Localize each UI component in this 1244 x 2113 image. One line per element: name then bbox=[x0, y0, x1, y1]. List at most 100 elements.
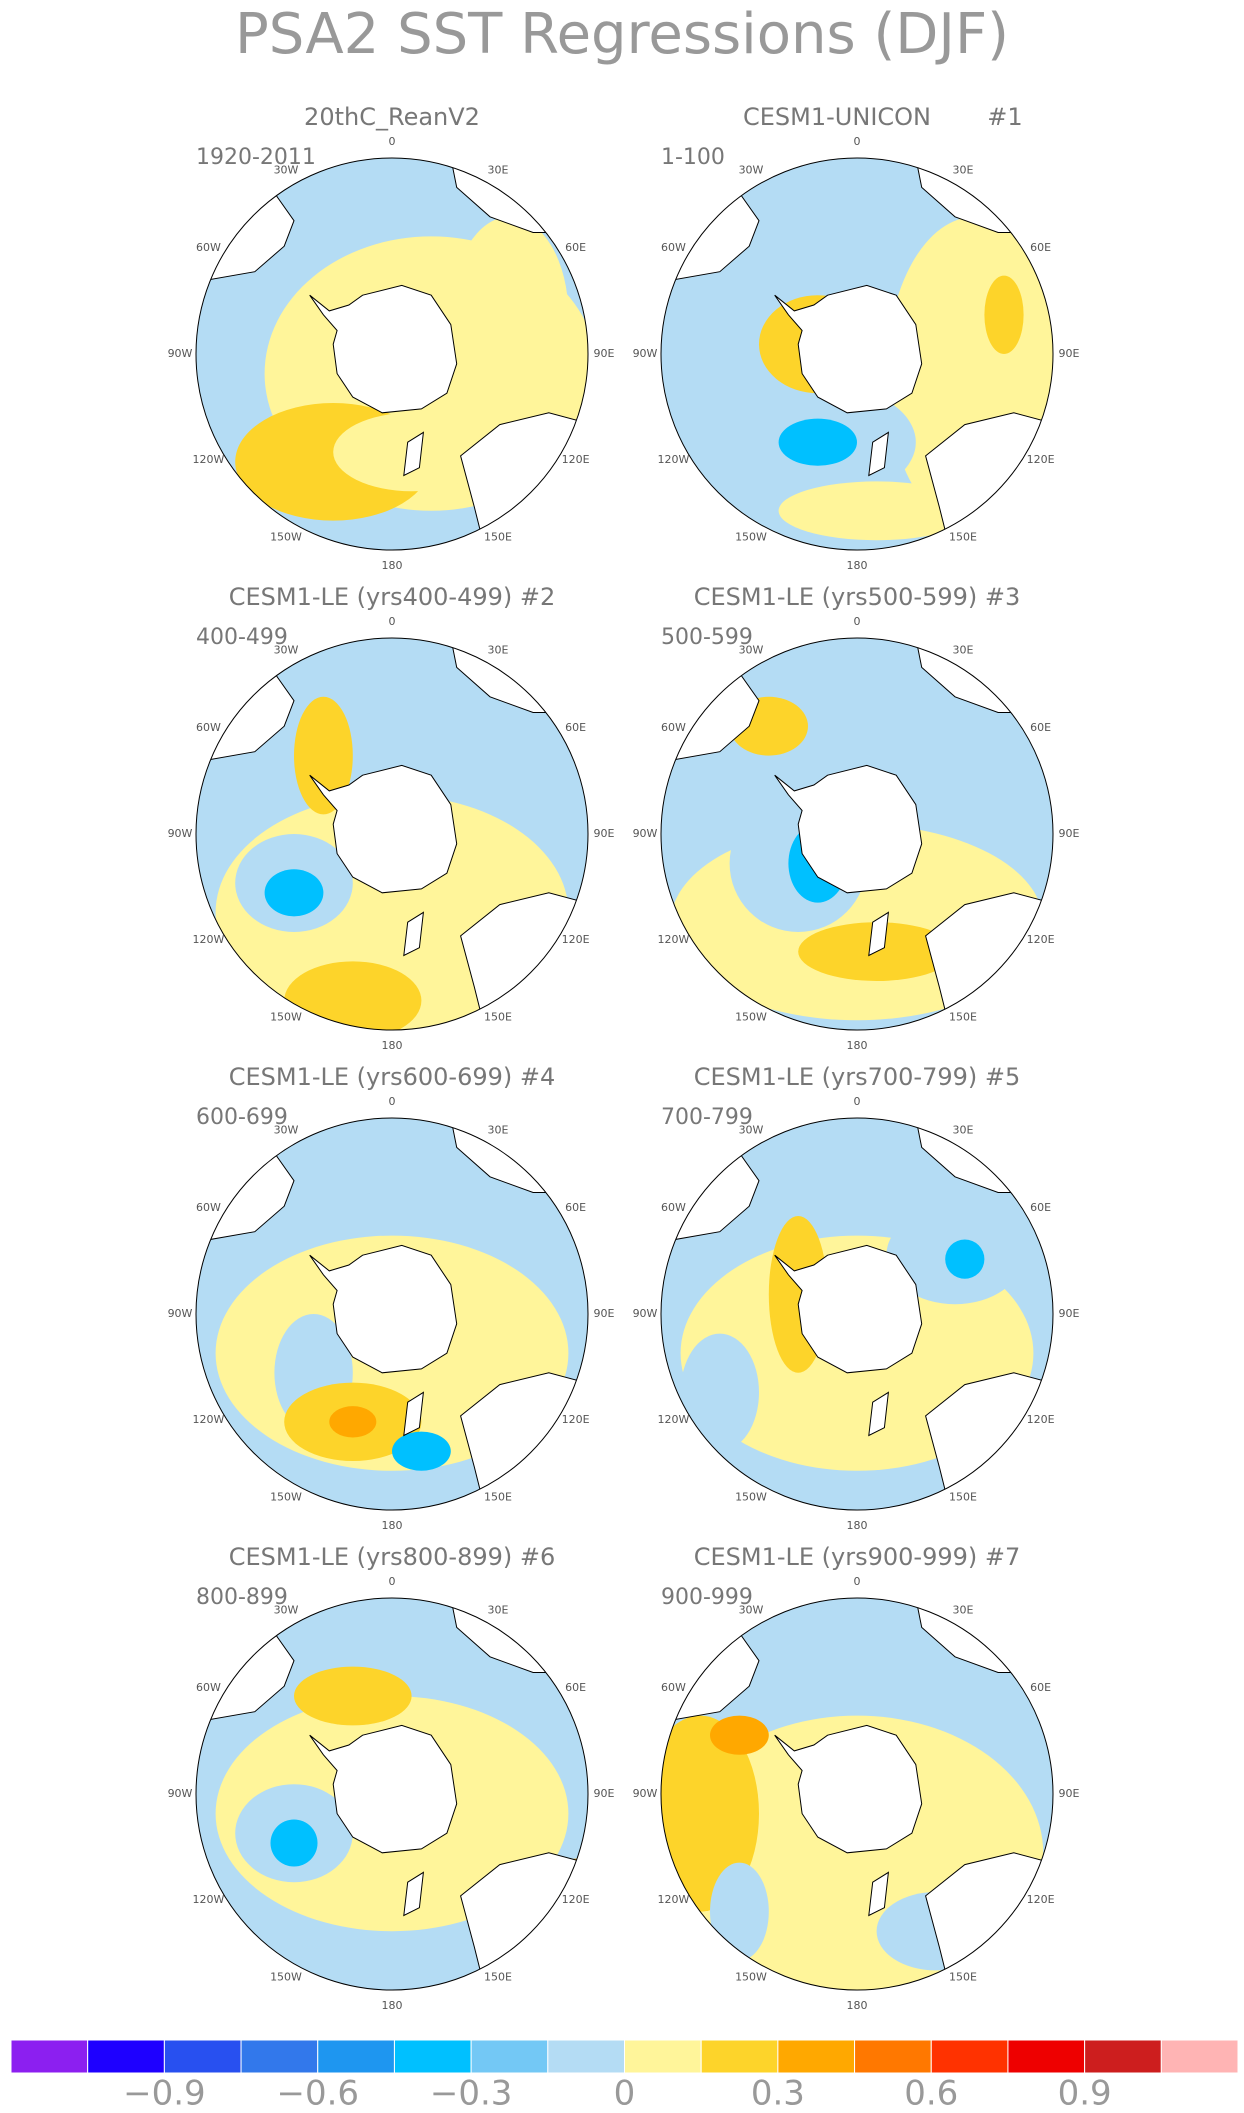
colorbar-box bbox=[1007, 2039, 1086, 2074]
lon-label: 120W bbox=[192, 453, 224, 466]
lon-label: 60E bbox=[1030, 1201, 1051, 1214]
lon-label: 60E bbox=[1030, 241, 1051, 254]
lon-label: 180 bbox=[847, 559, 868, 572]
lon-label: 180 bbox=[847, 1999, 868, 2012]
lon-label: 30W bbox=[739, 1123, 764, 1136]
panel-title: CESM1-LE (yrs400-499) #2 bbox=[229, 583, 556, 611]
map-panel: 0 30E 60E 90E 120E 150E 180 150W 120W 90W 60W 30W CE… bbox=[633, 1063, 1080, 1532]
map-border bbox=[195, 637, 589, 1031]
lon-label: 90E bbox=[1059, 827, 1080, 840]
colorbar-box bbox=[1160, 2039, 1239, 2074]
lon-label: 120E bbox=[1027, 453, 1055, 466]
panel-subtitle: 1920-2011 bbox=[196, 145, 316, 170]
field-contour bbox=[329, 1406, 377, 1438]
panel-title: CESM1-LE (yrs700-799) #5 bbox=[694, 1063, 1021, 1091]
colorbar-tick-label: 0.3 bbox=[751, 2074, 805, 2113]
panel-tag: #1 bbox=[987, 103, 1022, 131]
lon-label: 0 bbox=[854, 135, 861, 148]
lon-label: 60E bbox=[1030, 1681, 1051, 1694]
land bbox=[868, 1391, 890, 1437]
lon-label: 150E bbox=[949, 531, 977, 544]
lon-label: 180 bbox=[382, 1519, 403, 1532]
colorbar-box bbox=[87, 2039, 165, 2074]
panel-title: CESM1-LE (yrs600-699) #4 bbox=[229, 1063, 556, 1091]
colorbar-box bbox=[317, 2039, 395, 2074]
lon-label: 180 bbox=[382, 559, 403, 572]
land bbox=[403, 431, 425, 477]
field-contour bbox=[984, 275, 1024, 354]
lon-label: 60E bbox=[565, 1681, 586, 1694]
map-border bbox=[195, 1597, 589, 1991]
lon-label: 30E bbox=[953, 1603, 974, 1616]
lon-label: 90E bbox=[594, 1787, 615, 1800]
panel-subtitle: 600-699 bbox=[196, 1105, 288, 1130]
lon-label: 0 bbox=[389, 615, 396, 628]
land bbox=[403, 1391, 425, 1437]
map-field bbox=[196, 1598, 588, 1990]
lon-label: 30E bbox=[488, 643, 509, 656]
lon-label: 120E bbox=[1027, 933, 1055, 946]
lon-label: 150E bbox=[484, 1491, 512, 1504]
lon-label: 150W bbox=[735, 1491, 767, 1504]
lon-label: 30W bbox=[274, 163, 299, 176]
lon-label: 30E bbox=[488, 1123, 509, 1136]
lon-label: 120E bbox=[562, 1413, 590, 1426]
panel-title: CESM1-LE (yrs800-899) #6 bbox=[229, 1543, 556, 1571]
field-contour bbox=[264, 869, 324, 917]
main-title: PSA2 SST Regressions (DJF) bbox=[235, 2, 1009, 67]
lon-label: 90W bbox=[168, 1787, 193, 1800]
land bbox=[309, 764, 458, 894]
land bbox=[403, 911, 425, 957]
field-contour bbox=[778, 418, 857, 466]
lon-label: 60E bbox=[565, 721, 586, 734]
lon-label: 90E bbox=[1059, 347, 1080, 360]
land bbox=[774, 284, 923, 414]
lon-label: 0 bbox=[854, 1095, 861, 1108]
land bbox=[774, 764, 923, 894]
panel-subtitle: 900-999 bbox=[661, 1585, 753, 1610]
land bbox=[309, 1244, 458, 1374]
colorbar-tick-label: −0.9 bbox=[123, 2074, 206, 2113]
map-field bbox=[196, 158, 588, 550]
lon-label: 60E bbox=[565, 1201, 586, 1214]
lon-label: 60W bbox=[661, 1201, 686, 1214]
map-field bbox=[196, 638, 588, 1030]
lon-label: 180 bbox=[847, 1039, 868, 1052]
lon-label: 30W bbox=[739, 643, 764, 656]
lon-label: 120W bbox=[657, 933, 689, 946]
panel-subtitle: 500-599 bbox=[661, 625, 753, 650]
lon-label: 0 bbox=[389, 1575, 396, 1588]
colorbar-box bbox=[777, 2039, 856, 2074]
lon-label: 180 bbox=[382, 1039, 403, 1052]
map-field bbox=[661, 638, 1053, 1030]
lon-label: 150E bbox=[949, 1971, 977, 1984]
lon-label: 90E bbox=[1059, 1787, 1080, 1800]
colorbar-tick-label: 0 bbox=[614, 2074, 636, 2113]
field-contour bbox=[710, 1862, 769, 1961]
map-panel: 0 30E 60E 90E 120E 150E 180 150W 120W 90W 60W 30W CE… bbox=[633, 1543, 1080, 2012]
field-contour bbox=[352, 1167, 471, 1226]
lon-label: 120W bbox=[192, 933, 224, 946]
lon-label: 180 bbox=[847, 1519, 868, 1532]
lon-label: 90E bbox=[594, 1307, 615, 1320]
lon-label: 150E bbox=[484, 531, 512, 544]
lon-label: 90E bbox=[594, 827, 615, 840]
colorbar-tick-label: −0.6 bbox=[276, 2074, 359, 2113]
lon-label: 120E bbox=[1027, 1413, 1055, 1426]
land bbox=[868, 431, 890, 477]
lon-label: 60W bbox=[661, 241, 686, 254]
lon-label: 30W bbox=[739, 1603, 764, 1616]
field-contour bbox=[450, 216, 569, 413]
map-border bbox=[660, 1117, 1054, 1511]
land bbox=[309, 284, 458, 414]
map-panel: 0 30E 60E 90E 120E 150E 180 150W 120W 90W 60W 30W 20… bbox=[168, 103, 615, 572]
lon-label: 150W bbox=[735, 1011, 767, 1024]
lon-label: 150E bbox=[484, 1971, 512, 1984]
lon-label: 90W bbox=[633, 1787, 658, 1800]
lon-label: 30W bbox=[274, 1603, 299, 1616]
lon-label: 150W bbox=[270, 1011, 302, 1024]
panel-subtitle: 1-100 bbox=[661, 145, 725, 170]
land bbox=[868, 911, 890, 957]
map-panel: 0 30E 60E 90E 120E 150E 180 150W 120W 90W 60W 30W CE… bbox=[168, 1543, 615, 2012]
map-panel: 0 30E 60E 90E 120E 150E 180 150W 120W 90W 60W 30W CE… bbox=[168, 583, 615, 1052]
